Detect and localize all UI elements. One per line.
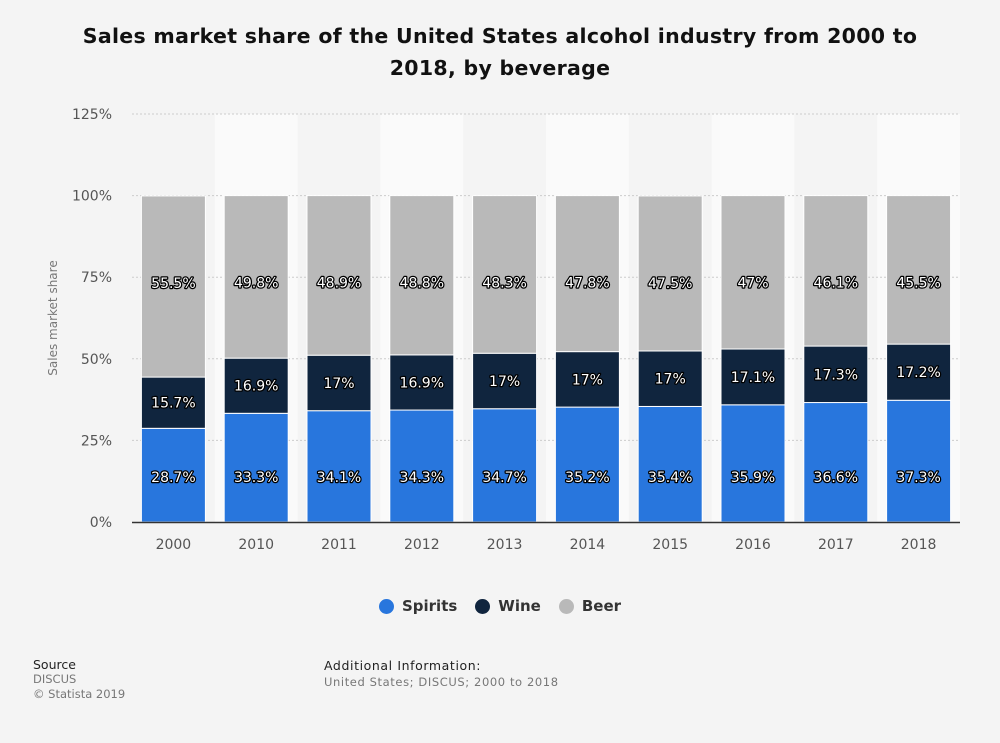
data-label: 35.4% bbox=[648, 470, 692, 486]
bar-segment-spirits bbox=[803, 402, 869, 523]
data-label: 17% bbox=[323, 376, 354, 392]
data-label: 28.7% bbox=[151, 470, 195, 486]
data-label: 15.7% bbox=[151, 396, 195, 412]
y-tick-label: 25% bbox=[81, 433, 112, 449]
data-label: 45.5% bbox=[896, 276, 940, 292]
legend-label: Wine bbox=[498, 597, 541, 615]
bar-segment-beer bbox=[637, 195, 703, 352]
bar-segment-beer bbox=[886, 195, 952, 345]
data-label: 16.9% bbox=[400, 375, 444, 391]
bar-segment-beer bbox=[472, 195, 538, 354]
y-tick-label: 100% bbox=[72, 189, 112, 205]
bar-segment-wine bbox=[306, 354, 372, 412]
legend-marker-beer bbox=[558, 598, 574, 614]
legend-item-wine[interactable]: Wine bbox=[475, 597, 541, 615]
x-tick-label: 2014 bbox=[570, 537, 606, 553]
x-tick-label: 2018 bbox=[901, 537, 937, 553]
source-block: Source DISCUS © Statista 2019 bbox=[33, 657, 125, 702]
legend-marker-wine bbox=[475, 598, 491, 614]
bar-segment-beer bbox=[720, 195, 786, 350]
data-label: 46.1% bbox=[814, 276, 858, 292]
data-label: 37.3% bbox=[896, 470, 940, 486]
data-label: 35.9% bbox=[731, 470, 775, 486]
bar-segment-wine bbox=[803, 345, 869, 404]
bar-segment-beer bbox=[554, 195, 620, 353]
legend-marker-spirits bbox=[378, 598, 394, 614]
y-tick-label: 50% bbox=[81, 352, 112, 368]
bar-segment-beer bbox=[306, 195, 372, 356]
y-tick-label: 75% bbox=[81, 270, 112, 286]
y-axis-label: Sales market share bbox=[46, 260, 60, 375]
x-tick-label: 2000 bbox=[156, 537, 192, 553]
legend-item-beer[interactable]: Beer bbox=[558, 597, 622, 615]
bar-segment-wine bbox=[140, 376, 206, 429]
x-tick-label: 2011 bbox=[321, 537, 357, 553]
data-label: 17% bbox=[655, 372, 686, 388]
additional-info-label: Additional Information: bbox=[324, 658, 482, 673]
x-tick-label: 2012 bbox=[404, 537, 440, 553]
chart-title: Sales market share of the United States … bbox=[82, 24, 918, 80]
legend-label: Beer bbox=[581, 597, 622, 615]
legend-item-spirits[interactable]: Spirits bbox=[378, 597, 458, 615]
bar-segment-wine bbox=[720, 348, 786, 406]
data-label: 17.1% bbox=[731, 370, 775, 386]
data-label: 34.1% bbox=[317, 470, 361, 486]
bar-segment-spirits bbox=[223, 412, 289, 523]
bar-segment-spirits bbox=[389, 409, 455, 523]
data-label: 47.5% bbox=[648, 276, 692, 292]
bar-segment-wine bbox=[554, 351, 620, 408]
data-label: 48.9% bbox=[317, 276, 361, 292]
bar-segment-wine bbox=[886, 343, 952, 401]
data-label: 35.2% bbox=[565, 470, 609, 486]
bar-segment-spirits bbox=[472, 408, 538, 523]
bar-segment-spirits bbox=[886, 399, 952, 523]
data-label: 55.5% bbox=[151, 276, 195, 292]
bar-segment-beer bbox=[140, 195, 206, 378]
data-label: 17% bbox=[572, 372, 603, 388]
data-label: 36.6% bbox=[814, 470, 858, 486]
data-label: 16.9% bbox=[234, 379, 278, 395]
y-tick-label: 125% bbox=[72, 107, 112, 123]
x-tick-label: 2010 bbox=[238, 537, 274, 553]
bar-segment-spirits bbox=[554, 406, 620, 523]
x-tick-label: 2016 bbox=[735, 537, 771, 553]
additional-info-text: United States; DISCUS; 2000 to 2018 bbox=[324, 675, 559, 689]
bar-segment-wine bbox=[637, 350, 703, 407]
x-tick-label: 2015 bbox=[652, 537, 688, 553]
data-label: 48.3% bbox=[482, 276, 526, 292]
additional-info-block: Additional Information: United States; D… bbox=[324, 657, 559, 691]
data-label: 47% bbox=[737, 276, 768, 292]
legend-label: Spirits bbox=[401, 597, 458, 615]
bar-segment-beer bbox=[803, 195, 869, 347]
x-tick-label: 2017 bbox=[818, 537, 854, 553]
data-label: 48.8% bbox=[400, 276, 444, 292]
source-name: DISCUS bbox=[33, 672, 77, 686]
data-label: 17.3% bbox=[814, 367, 858, 383]
data-label: 17.2% bbox=[896, 365, 940, 381]
bar-segment-wine bbox=[223, 357, 289, 414]
legend: Spirits Wine Beer bbox=[0, 597, 1000, 615]
bar-segment-wine bbox=[472, 352, 538, 410]
data-label: 33.3% bbox=[234, 470, 278, 486]
bar-segment-spirits bbox=[306, 410, 372, 523]
bar-segment-spirits bbox=[720, 404, 786, 523]
copyright: © Statista 2019 bbox=[33, 687, 126, 701]
data-label: 34.7% bbox=[482, 470, 526, 486]
data-label: 17% bbox=[489, 374, 520, 390]
bar-segment-spirits bbox=[637, 405, 703, 523]
bar-segment-beer bbox=[223, 195, 289, 359]
data-label: 49.8% bbox=[234, 276, 278, 292]
data-label: 34.3% bbox=[400, 470, 444, 486]
y-tick-label: 0% bbox=[90, 515, 112, 531]
source-label: Source bbox=[33, 657, 76, 672]
data-label: 47.8% bbox=[565, 276, 609, 292]
x-tick-label: 2013 bbox=[487, 537, 523, 553]
bar-segment-beer bbox=[389, 195, 455, 356]
